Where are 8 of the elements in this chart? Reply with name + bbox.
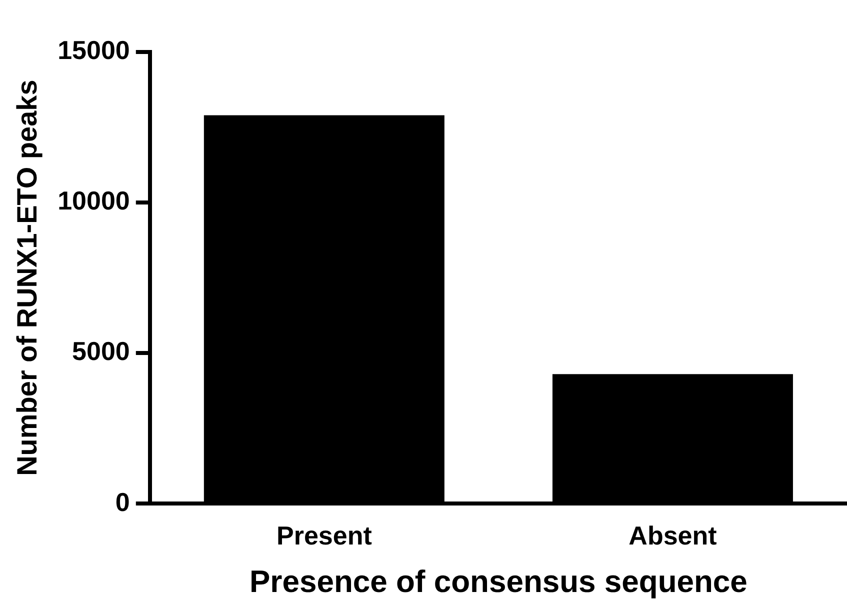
y-tick-label: 15000 xyxy=(58,35,130,66)
y-axis-title: Number of RUNX1-ETO peaks xyxy=(12,80,43,476)
x-tick-label: Absent xyxy=(628,520,718,550)
x-tick-label: Present xyxy=(276,520,372,550)
y-tick-label: 5000 xyxy=(72,336,130,366)
y-tick-label: 0 xyxy=(115,486,130,517)
x-axis-title: Presence of consensus sequence xyxy=(249,564,748,599)
y-tick-label: 10000 xyxy=(58,186,130,216)
